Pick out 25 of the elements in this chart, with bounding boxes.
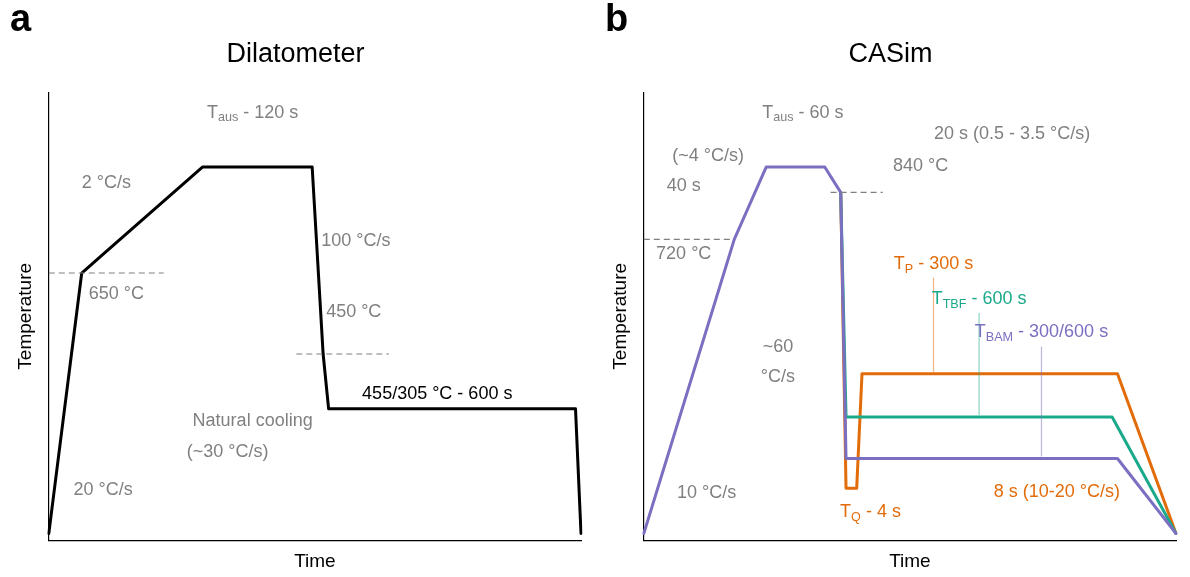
x-axis-title: Time <box>294 549 336 571</box>
annotation: 40 s <box>666 174 701 195</box>
text: (~4 °C/s) <box>672 144 745 165</box>
x-axis-title: Time <box>889 549 931 571</box>
annotation: 20 °C/s <box>73 479 133 500</box>
ref-line-label: 450 °C <box>326 300 382 321</box>
text: 20 s (0.5 - 3.5 °C/s) <box>933 123 1091 144</box>
annotation: Natural cooling <box>192 409 313 430</box>
y-axis-title: Temperature <box>608 262 630 370</box>
annotation: 8 s (10-20 °C/s) <box>993 480 1120 501</box>
chart-title: CASim <box>848 37 933 68</box>
ref-line-label: 650 °C <box>88 282 145 303</box>
annotation: ~60 <box>762 336 794 357</box>
series-label: 455/305 °C - 600 s <box>362 382 513 403</box>
y-axis-title: Temperature <box>13 262 35 370</box>
annotation: 100 °C/s <box>321 230 391 251</box>
ref-line-label: 720 °C <box>656 242 712 263</box>
ref-line-label: 840 °C <box>892 155 949 176</box>
annotation: 2 °C/s <box>81 171 131 192</box>
chart-title: Dilatometer <box>226 37 365 68</box>
annotation: °C/s <box>760 366 796 387</box>
annotation: 10 °C/s <box>676 481 737 502</box>
annotation: (~30 °C/s) <box>186 440 269 461</box>
text: b <box>605 0 629 40</box>
text: a <box>10 0 32 40</box>
